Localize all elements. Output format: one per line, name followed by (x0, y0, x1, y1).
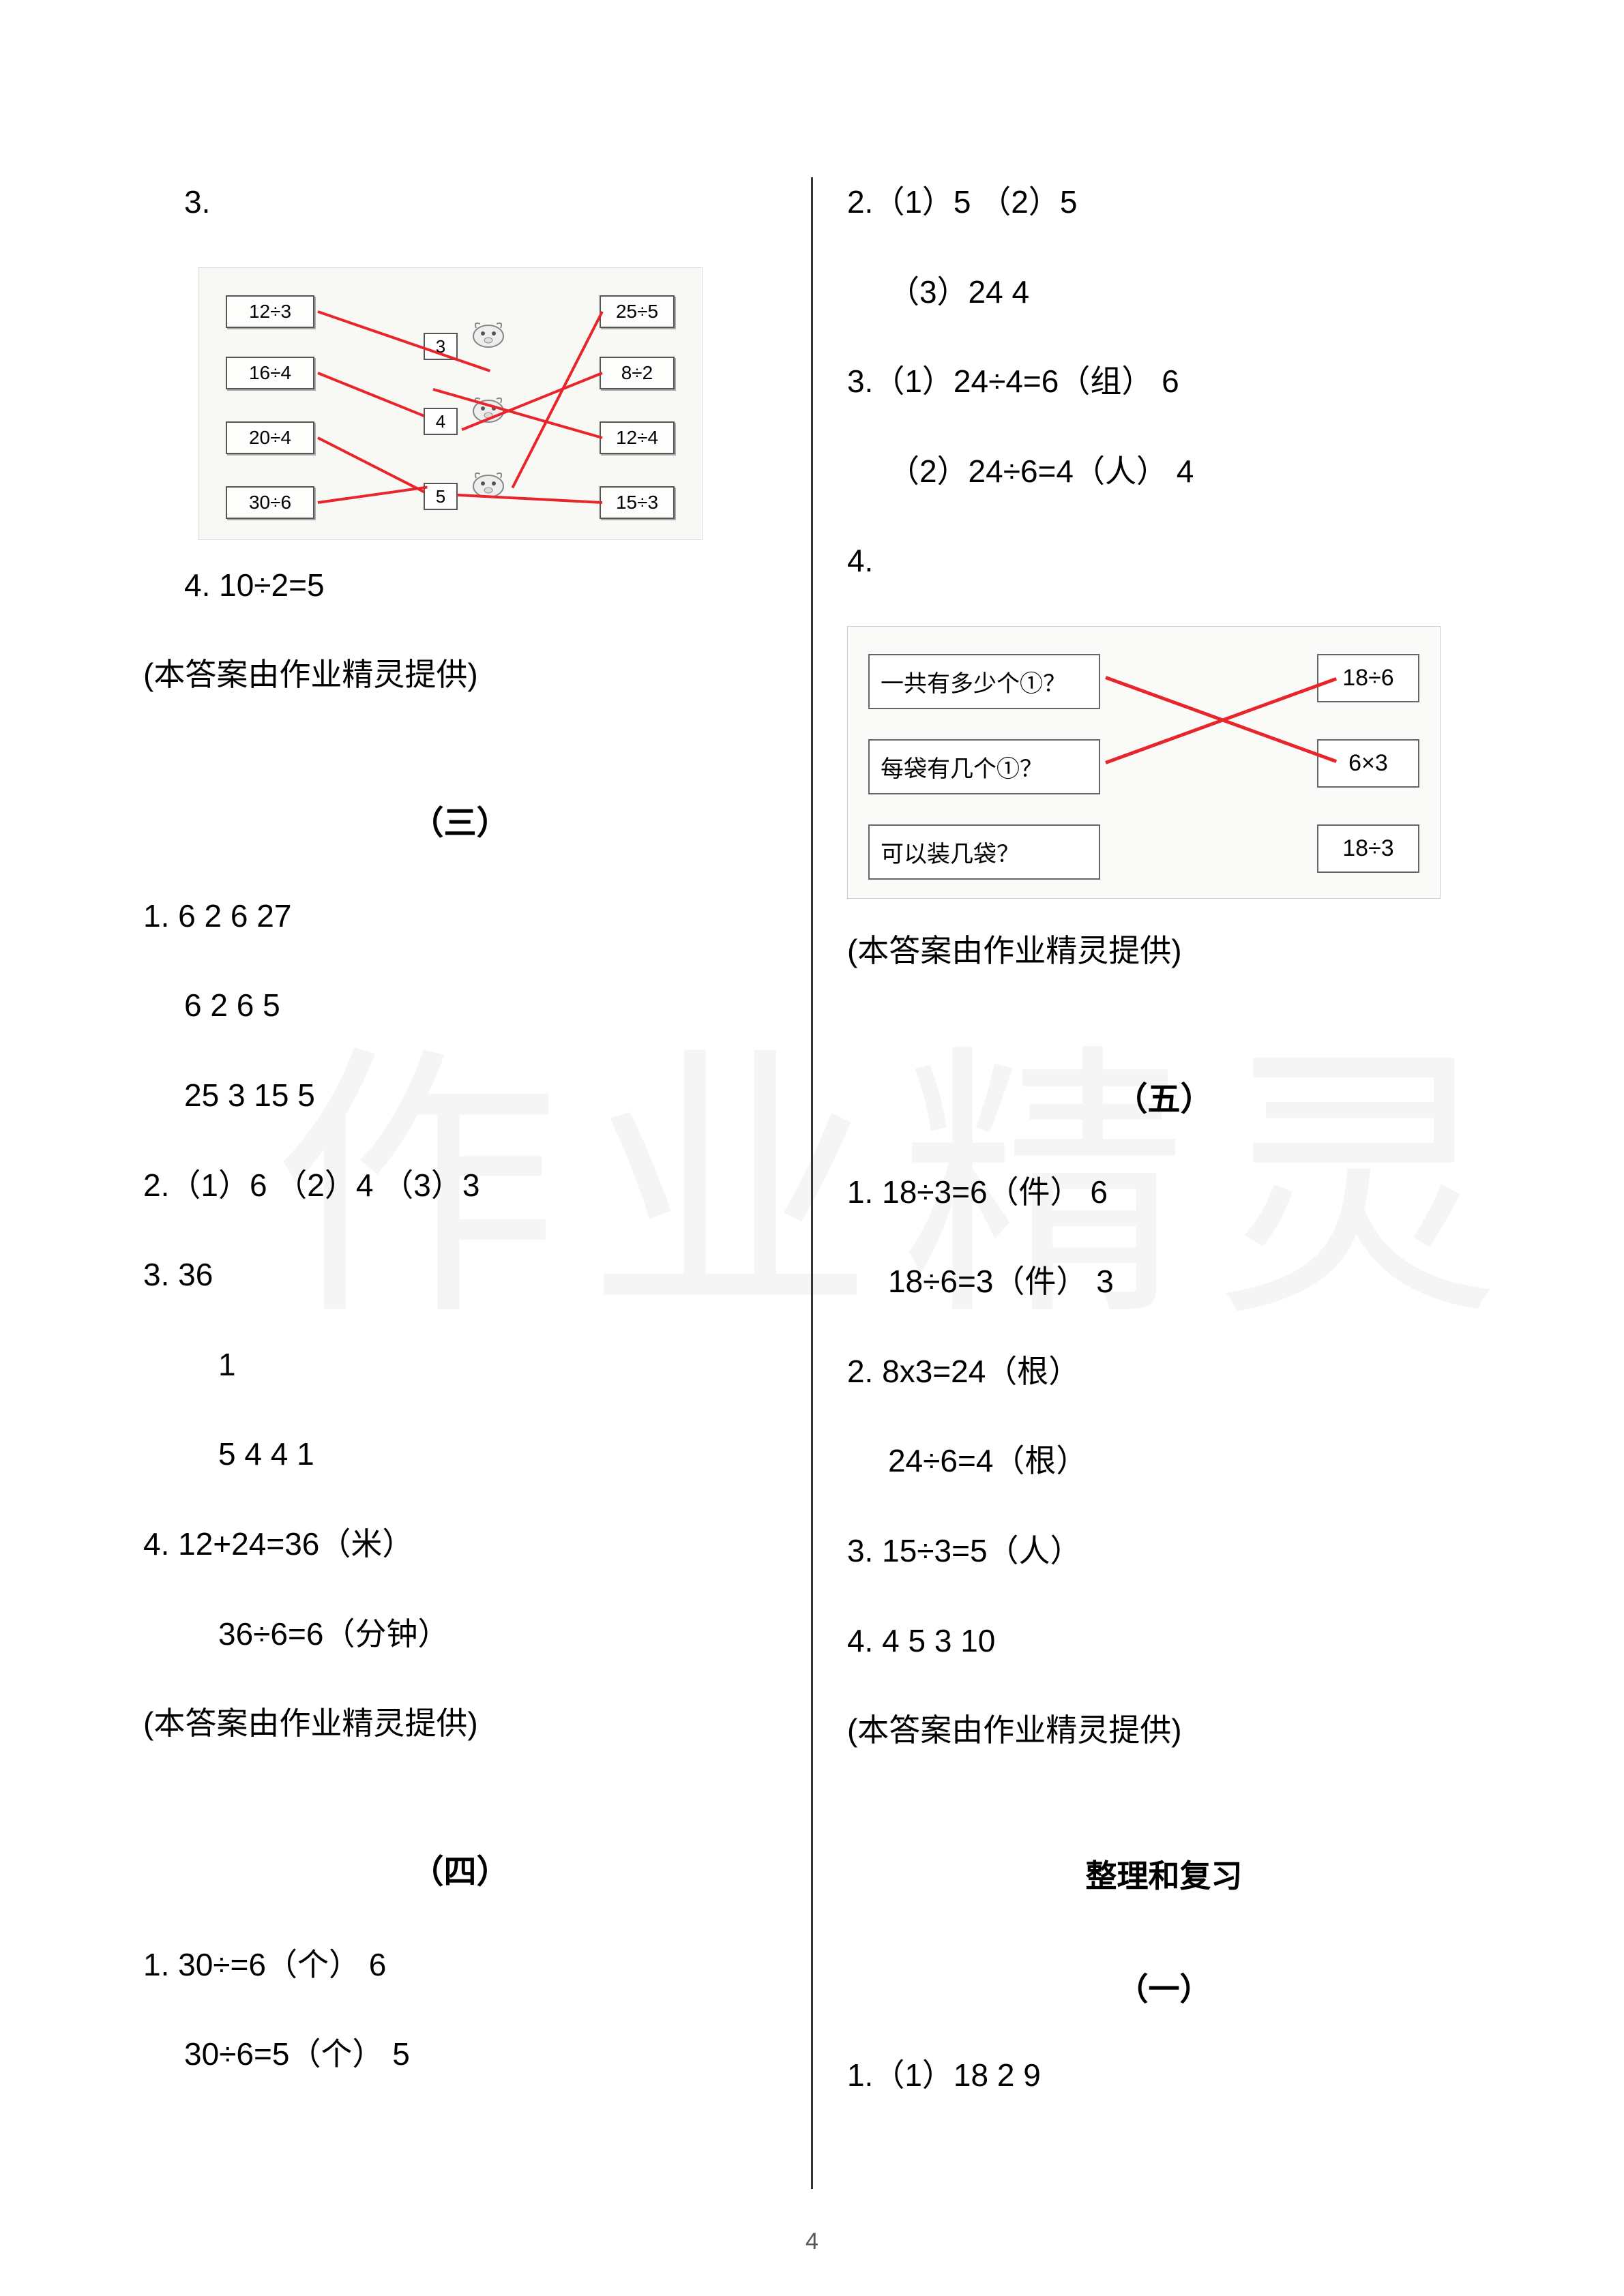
d1-center-box: 5 (424, 483, 458, 510)
answer-line: （3）24 4 (847, 267, 1481, 318)
answer-line: 2.（1）6 （2）4 （3）3 (143, 1161, 777, 1211)
d1-left-box: 30÷6 (226, 486, 314, 519)
answer-line: 3. 36 (143, 1250, 777, 1300)
answer-line: 3. 15÷3=5（人） (847, 1526, 1481, 1577)
matching-diagram-1: 12÷3 16÷4 20÷4 30÷6 25÷5 8÷2 12÷4 15÷3 3… (198, 267, 703, 540)
page-number: 4 (806, 2228, 818, 2255)
match-line (318, 486, 428, 504)
answer-line: 24÷6=4（根） (847, 1436, 1481, 1487)
q4-label: 4. (847, 536, 1481, 586)
d1-left-box: 20÷4 (226, 421, 314, 454)
section-3-title: （三） (143, 796, 777, 844)
match-line (317, 372, 424, 417)
pig-icon (468, 316, 509, 350)
d1-center-box: 4 (424, 408, 458, 435)
d1-left-box: 16÷4 (226, 357, 314, 389)
attribution-text: (本答案由作业精灵提供) (143, 650, 777, 700)
d2-left-box: 可以装几袋？ (868, 824, 1100, 880)
attribution-text: (本答案由作业精灵提供) (143, 1699, 777, 1749)
section-4-title: （四） (143, 1845, 777, 1892)
d2-left-box: 每袋有几个①？ (868, 739, 1100, 794)
d2-right-box: 18÷3 (1317, 824, 1419, 873)
matching-diagram-2: 一共有多少个①？ 每袋有几个①？ 可以装几袋？ 18÷6 6×3 18÷3 (847, 626, 1441, 899)
answer-line: （2）24÷6=4（人） 4 (847, 447, 1481, 497)
attribution-text: (本答案由作业精灵提供) (847, 926, 1481, 976)
answer-line: 4. 4 5 3 10 (847, 1616, 1481, 1667)
answer-line: 1.（1）18 2 9 (847, 2051, 1481, 2101)
review-subtitle: （一） (847, 1965, 1481, 2010)
answer-line: 2.（1）5 （2）5 (847, 177, 1481, 228)
answer-line: 30÷6=5（个） 5 (143, 2029, 777, 2080)
section-5-title: （五） (847, 1072, 1481, 1120)
right-column: 2.（1）5 （2）5 （3）24 4 3.（1）24÷4=6（组） 6 （2）… (827, 177, 1501, 2228)
answer-line: 1 (143, 1340, 777, 1390)
d1-right-box: 12÷4 (600, 421, 675, 454)
match-line (317, 436, 425, 493)
q4-answer: 4. 10÷2=5 (143, 561, 777, 611)
page: 作业精灵 3. 12÷3 16÷4 20÷4 30÷6 25÷5 8÷2 12÷… (0, 0, 1624, 2296)
answer-line: 25 3 15 5 (143, 1071, 777, 1121)
d2-right-box: 6×3 (1317, 739, 1419, 788)
review-title: 整理和复习 (847, 1851, 1481, 1896)
d1-left-box: 12÷3 (226, 295, 314, 328)
columns-container: 3. 12÷3 16÷4 20÷4 30÷6 25÷5 8÷2 12÷4 15÷… (123, 177, 1501, 2228)
d2-left-box: 一共有多少个①？ (868, 654, 1100, 709)
left-column: 3. 12÷3 16÷4 20÷4 30÷6 25÷5 8÷2 12÷4 15÷… (123, 177, 797, 2228)
q3-label: 3. (143, 177, 777, 228)
match-line (317, 310, 490, 372)
column-divider (811, 177, 813, 2189)
d1-right-box: 25÷5 (600, 295, 675, 328)
d1-center-box: 3 (424, 333, 458, 360)
match-line (432, 388, 602, 439)
answer-line: 18÷6=3（件） 3 (847, 1257, 1481, 1307)
match-line (512, 311, 604, 488)
answer-line: 4. 12+24=36（米） (143, 1519, 777, 1570)
answer-line: 36÷6=6（分钟） (143, 1609, 777, 1660)
answer-line: 1. 30÷=6（个） 6 (143, 1940, 777, 1991)
answer-line: 6 2 6 5 (143, 981, 777, 1031)
answer-line: 5 4 4 1 (143, 1429, 777, 1480)
attribution-text: (本答案由作业精灵提供) (847, 1705, 1481, 1756)
answer-line: 3.（1）24÷4=6（组） 6 (847, 357, 1481, 407)
d1-right-box: 15÷3 (600, 486, 675, 519)
answer-line: 1. 18÷3=6（件） 6 (847, 1167, 1481, 1218)
answer-line: 2. 8x3=24（根） (847, 1347, 1481, 1397)
d1-right-box: 8÷2 (600, 357, 675, 389)
answer-line: 1. 6 2 6 27 (143, 891, 777, 942)
